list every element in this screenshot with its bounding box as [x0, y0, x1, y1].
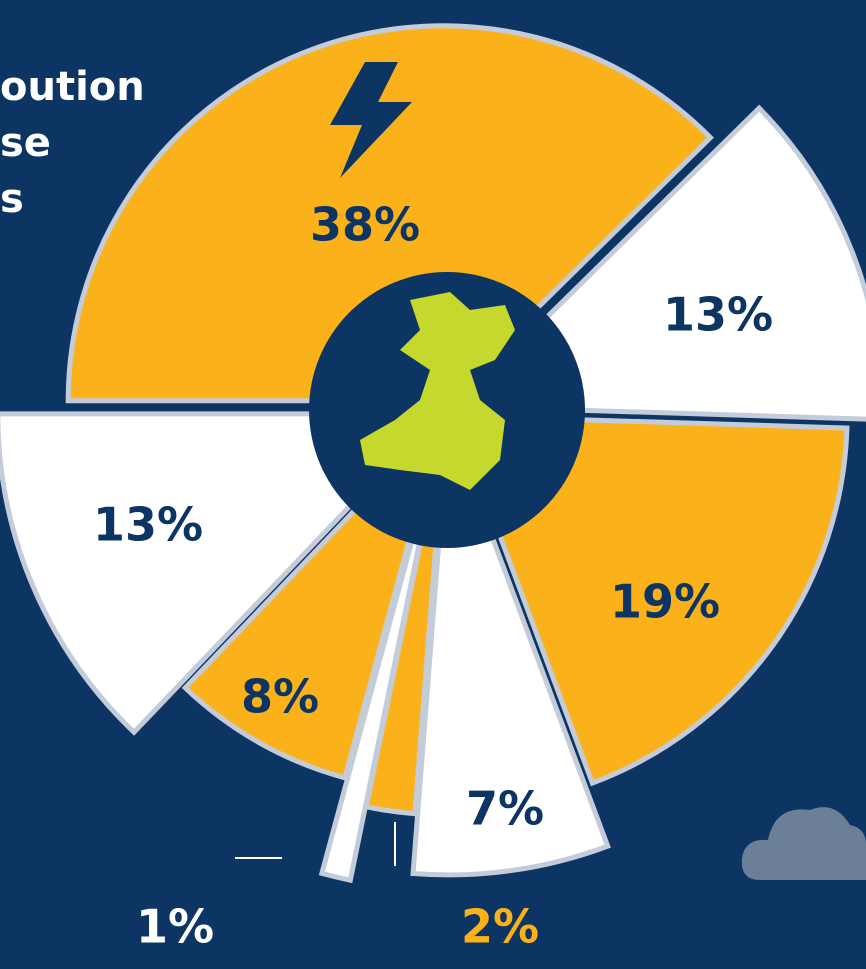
value-label: 13%: [93, 498, 203, 552]
pie-slice: [65, 23, 714, 404]
pie: [0, 23, 866, 884]
lightning-icon: [330, 62, 412, 178]
value-label: 7%: [466, 782, 544, 836]
pie-slice: [451, 413, 850, 787]
value-label: 2%: [461, 900, 539, 954]
value-label: 19%: [610, 575, 720, 629]
title-line: se: [0, 120, 51, 166]
value-label: 38%: [310, 198, 420, 252]
title-line: s: [0, 176, 24, 222]
value-label: 13%: [663, 288, 773, 342]
value-label: 8%: [241, 670, 319, 724]
value-label: 1%: [136, 900, 214, 954]
wales-map: [360, 292, 515, 490]
title-line: oution: [0, 64, 145, 110]
labels: 38% 13% 19% 7% 2% 1% 8% 13%: [93, 198, 773, 954]
pie-slice: [0, 411, 444, 736]
cloud-icon: [741, 807, 866, 880]
